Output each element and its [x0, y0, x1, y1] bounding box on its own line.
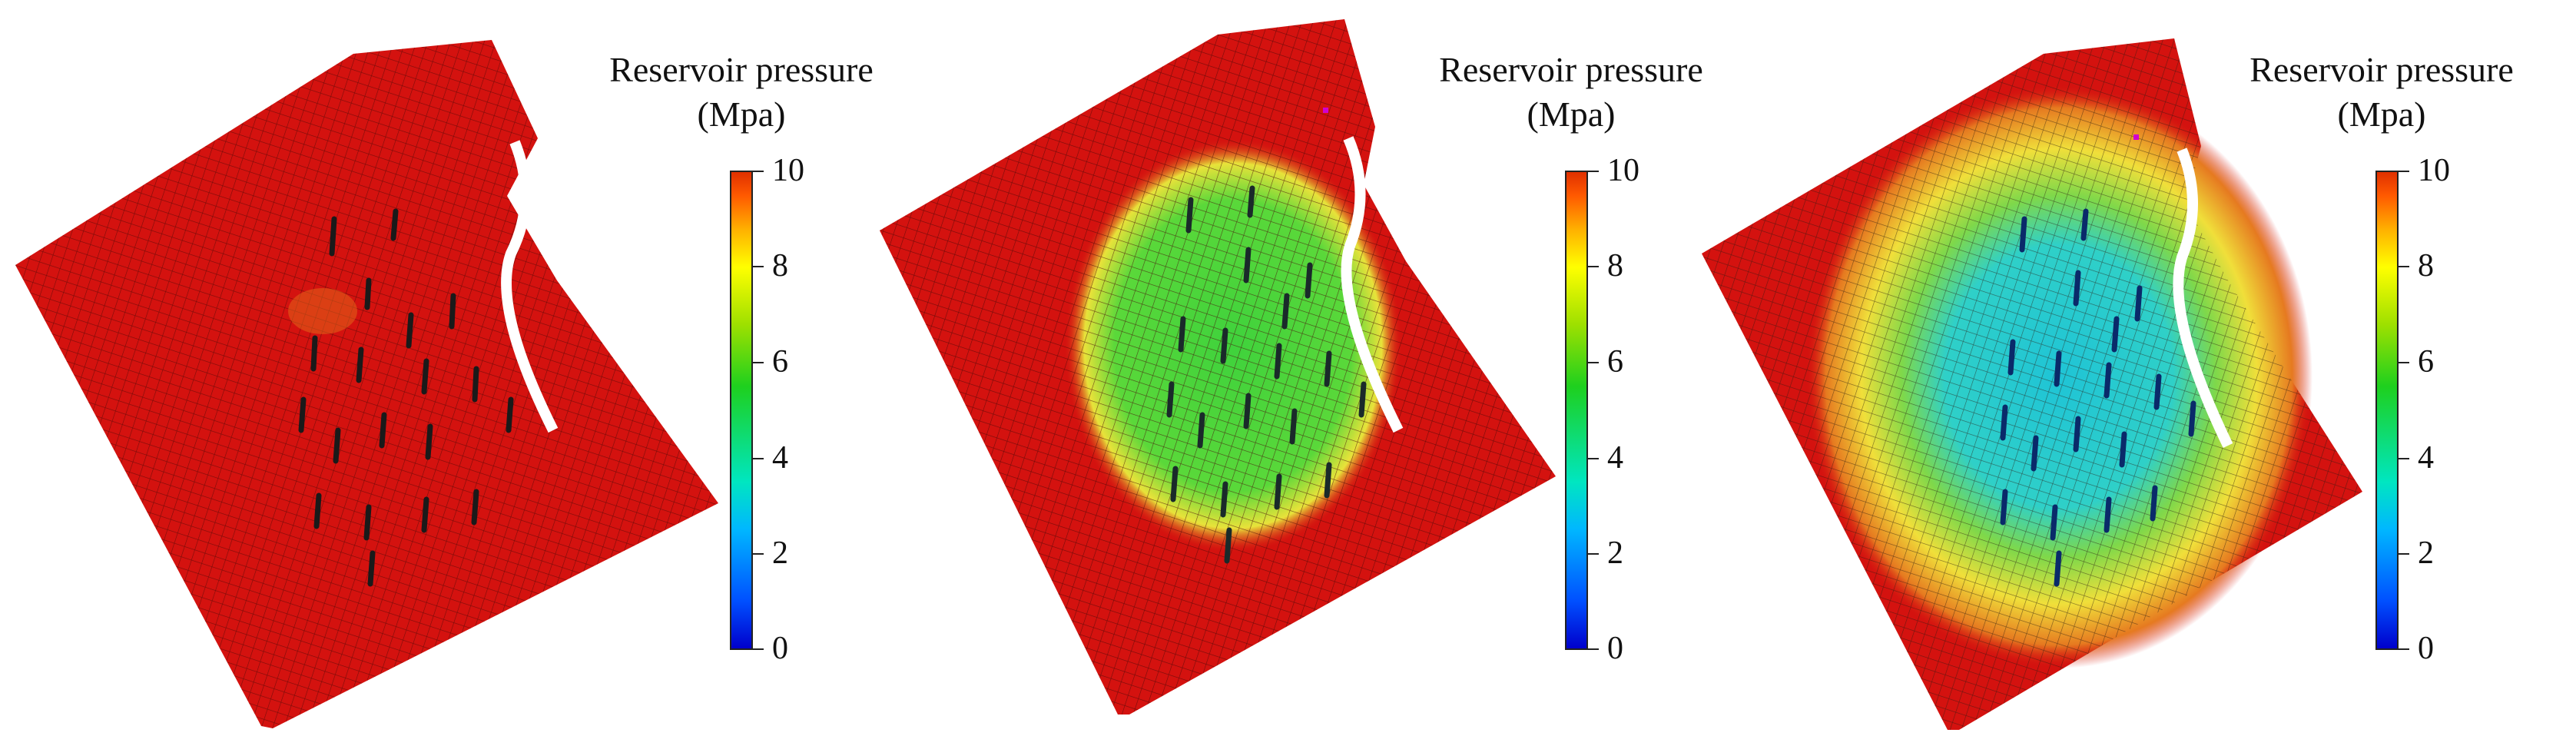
pressure-panel-3: Reservoir pressure (Mpa) 10 8 6 4 2 0 [1644, 0, 2514, 746]
colorbar-title-line1: Reservoir pressure [609, 50, 874, 89]
fault-gap [2173, 148, 2233, 449]
fault-gap [1341, 136, 1404, 433]
colorbar-title-line2: (Mpa) [2337, 94, 2426, 134]
colorbar-tick-label: 4 [1607, 440, 1623, 476]
colorbar-tick-label: 8 [1607, 248, 1623, 283]
colorbar-tick-label: 8 [2418, 248, 2434, 283]
colorbar-tick-label: 10 [2418, 153, 2450, 188]
colorbar-tick-label: 10 [772, 153, 804, 188]
colorbar [2375, 171, 2399, 650]
colorbar-title-line1: Reservoir pressure [1439, 50, 1703, 89]
colorbar-tick-label: 4 [772, 440, 788, 476]
colorbar-tick-label: 8 [772, 248, 788, 283]
colorbar-tick-label: 0 [1607, 631, 1623, 666]
reservoir-grid-map-2 [880, 19, 1556, 715]
reservoir-grid-map-3 [1702, 38, 2362, 730]
colorbar [730, 171, 753, 650]
fracture-wells [298, 208, 514, 587]
pressure-panel-1: Reservoir pressure (Mpa) 10 8 6 4 2 0 [0, 0, 874, 746]
colorbar-tick-label: 0 [2418, 631, 2434, 666]
pressure-anomaly [288, 288, 357, 334]
colorbar-tick-label: 6 [772, 344, 788, 380]
fracture-wells [1166, 185, 1367, 564]
colorbar-title-line2: (Mpa) [1527, 94, 1616, 134]
colorbar-title-line2: (Mpa) [697, 94, 786, 134]
marker-point [2133, 134, 2139, 140]
colorbar-tick-label: 2 [1607, 535, 1623, 571]
colorbar-title-line1: Reservoir pressure [2249, 50, 2514, 89]
colorbar-tick-label: 6 [1607, 344, 1623, 380]
fracture-wells [2000, 208, 2196, 587]
colorbar-tick-label: 10 [1607, 153, 1639, 188]
pressure-panel-2: Reservoir pressure (Mpa) 10 8 6 4 2 0 [834, 0, 1703, 746]
colorbar [1565, 171, 1588, 650]
colorbar-tick-label: 4 [2418, 440, 2434, 476]
colorbar-tick-label: 2 [772, 535, 788, 571]
colorbar-tick-label: 2 [2418, 535, 2434, 571]
colorbar-tick-label: 6 [2418, 344, 2434, 380]
fault-gap [501, 140, 559, 433]
colorbar-tick-label: 0 [772, 631, 788, 666]
marker-point [1323, 108, 1328, 113]
reservoir-grid-map-1 [15, 40, 718, 728]
